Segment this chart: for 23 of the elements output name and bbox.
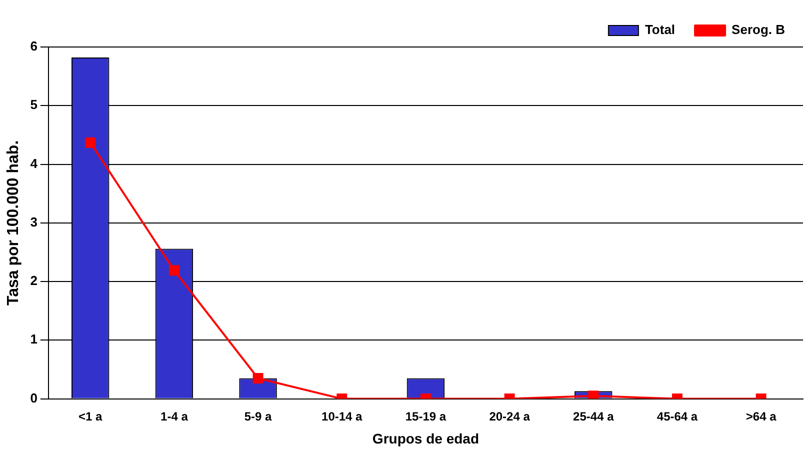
point bbox=[85, 137, 96, 148]
x-tick-label: 45-64 a bbox=[656, 409, 698, 424]
y-tick-label: 6 bbox=[30, 38, 38, 54]
legend-label: Serog. B bbox=[732, 22, 786, 38]
y-tick-label: 0 bbox=[30, 390, 38, 406]
y-tick-label: 4 bbox=[30, 156, 38, 171]
point bbox=[168, 265, 180, 276]
x-tick-label: 20-24 a bbox=[489, 409, 530, 424]
x-tick-label: 25-44 a bbox=[573, 409, 614, 424]
x-axis-title: Grupos de edad bbox=[372, 430, 480, 446]
y-tick-label: 2 bbox=[30, 273, 38, 288]
y-tick-label: 5 bbox=[30, 97, 38, 112]
x-tick-label: 15-19 a bbox=[405, 409, 446, 424]
y-tick-label: 3 bbox=[30, 214, 38, 230]
x-tick-label: >64 a bbox=[746, 409, 777, 424]
x-tick-label: 10-14 a bbox=[322, 409, 363, 424]
y-axis-title: Tasa por 100.000 hab. bbox=[5, 140, 22, 306]
x-tick-label: 1-4 a bbox=[160, 409, 188, 424]
legend-label: Total bbox=[644, 22, 676, 38]
x-tick-label: <1 a bbox=[78, 409, 103, 424]
y-tick-label: 1 bbox=[30, 332, 38, 347]
point bbox=[588, 390, 599, 399]
x-tick-label: 5-9 a bbox=[244, 409, 272, 424]
